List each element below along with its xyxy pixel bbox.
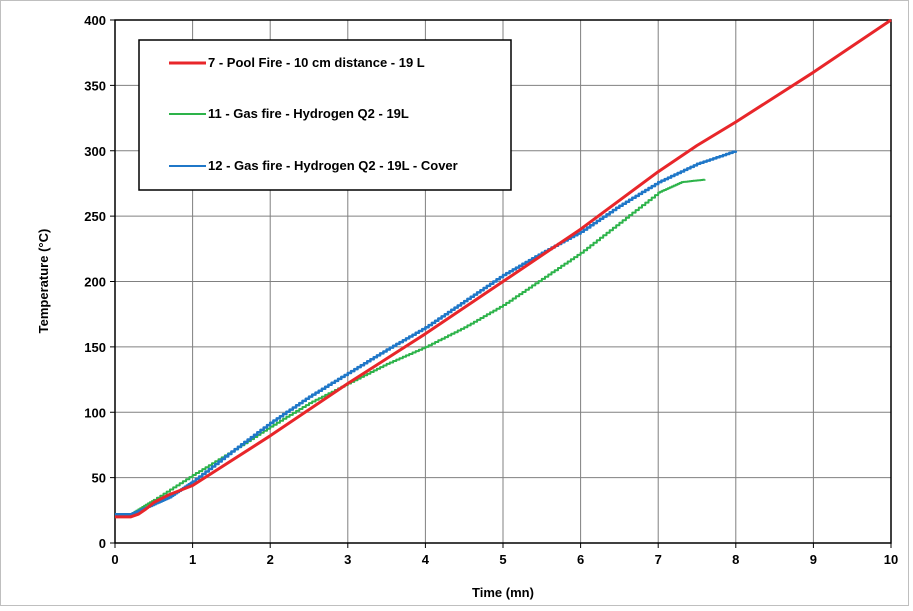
y-tick-label-0: 0 <box>99 536 106 551</box>
x-tick-label-9: 9 <box>810 552 817 567</box>
x-tick-label-7: 7 <box>655 552 662 567</box>
y-tick-labels: 0 50 100 150 200 250 300 350 400 <box>84 13 106 551</box>
x-tick-label-0: 0 <box>111 552 118 567</box>
x-tick-label-2: 2 <box>267 552 274 567</box>
series-layer <box>115 18 892 519</box>
y-tick-label-3: 150 <box>84 340 106 355</box>
y-axis-title: Temperature (°C) <box>36 229 51 334</box>
y-tick-label-2: 100 <box>84 405 106 420</box>
y-tick-label-6: 300 <box>84 144 106 159</box>
legend-entry-2: 12 - Gas fire - Hydrogen Q2 - 19L - Cove… <box>208 158 458 173</box>
x-tick-label-1: 1 <box>189 552 196 567</box>
y-tick-label-1: 50 <box>92 471 106 486</box>
y-tick-label-8: 400 <box>84 13 106 28</box>
x-tick-labels: 0 1 2 3 4 5 6 7 8 9 10 <box>111 552 898 567</box>
legend-entry-0: 7 - Pool Fire - 10 cm distance - 19 L <box>208 55 425 70</box>
x-tick-label-4: 4 <box>422 552 430 567</box>
y-tick-label-5: 250 <box>84 209 106 224</box>
x-tick-label-5: 5 <box>499 552 506 567</box>
series-line-1 <box>115 178 706 518</box>
series-line-0 <box>115 18 892 519</box>
y-tick-label-7: 350 <box>84 78 106 93</box>
legend-entry-1: 11 - Gas fire - Hydrogen Q2 - 19L <box>208 106 409 121</box>
x-tick-label-10: 10 <box>884 552 898 567</box>
x-tick-label-8: 8 <box>732 552 739 567</box>
x-axis-title: Time (mn) <box>472 585 534 600</box>
plot-border <box>110 19 892 548</box>
x-tick-label-3: 3 <box>344 552 351 567</box>
legend: 7 - Pool Fire - 10 cm distance - 19 L 11 … <box>138 39 512 191</box>
x-tick-label-6: 6 <box>577 552 584 567</box>
y-tick-label-4: 200 <box>84 275 106 290</box>
